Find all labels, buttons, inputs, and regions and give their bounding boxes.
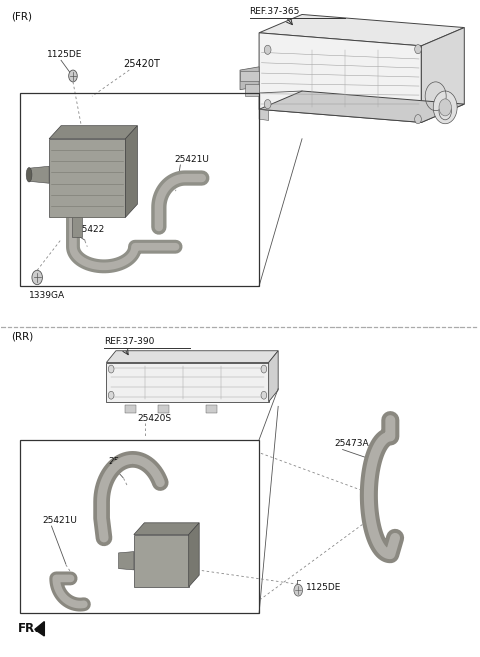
- Text: 1125DE: 1125DE: [47, 50, 82, 59]
- Polygon shape: [259, 91, 464, 122]
- Polygon shape: [269, 351, 278, 402]
- Text: REF.37-365: REF.37-365: [250, 7, 300, 16]
- Circle shape: [264, 45, 271, 55]
- Bar: [205, 405, 217, 413]
- Polygon shape: [107, 363, 269, 402]
- Polygon shape: [259, 33, 421, 122]
- Text: 25473A: 25473A: [335, 439, 369, 447]
- Circle shape: [108, 392, 114, 399]
- Circle shape: [439, 99, 451, 116]
- Text: 25421U: 25421U: [174, 154, 209, 164]
- Circle shape: [294, 584, 302, 596]
- Text: (RR): (RR): [11, 332, 33, 342]
- Circle shape: [264, 99, 271, 108]
- Text: (FR): (FR): [11, 11, 32, 21]
- Polygon shape: [125, 125, 137, 217]
- Polygon shape: [49, 125, 137, 139]
- Circle shape: [261, 392, 267, 399]
- Text: 25422: 25422: [109, 457, 137, 466]
- Bar: [158, 405, 169, 413]
- Bar: [245, 84, 259, 96]
- Polygon shape: [35, 622, 44, 636]
- Polygon shape: [119, 552, 134, 570]
- Text: REF.37-390: REF.37-390: [104, 337, 155, 346]
- Text: 1125DE: 1125DE: [306, 583, 341, 592]
- Text: 25421U: 25421U: [42, 516, 77, 525]
- Circle shape: [415, 45, 421, 54]
- Ellipse shape: [26, 168, 32, 182]
- Polygon shape: [259, 109, 269, 120]
- Polygon shape: [240, 67, 259, 90]
- Circle shape: [108, 365, 114, 373]
- Polygon shape: [259, 14, 464, 46]
- Polygon shape: [189, 523, 199, 587]
- Circle shape: [69, 70, 77, 82]
- Bar: [21, 93, 259, 286]
- Circle shape: [32, 270, 42, 284]
- Bar: [240, 72, 259, 81]
- Bar: [124, 405, 136, 413]
- Text: 25420S: 25420S: [137, 414, 171, 422]
- Polygon shape: [72, 217, 82, 237]
- Circle shape: [433, 91, 457, 124]
- Circle shape: [261, 365, 267, 373]
- Polygon shape: [29, 166, 49, 183]
- Text: 25422: 25422: [77, 225, 105, 234]
- Polygon shape: [134, 523, 199, 535]
- Polygon shape: [421, 28, 464, 122]
- Bar: [134, 535, 189, 587]
- Text: FR.: FR.: [18, 622, 40, 635]
- Polygon shape: [107, 351, 278, 363]
- Circle shape: [415, 114, 421, 124]
- Text: 25420T: 25420T: [123, 59, 160, 70]
- Bar: [21, 440, 259, 613]
- Text: 1339GA: 1339GA: [29, 290, 65, 300]
- Bar: [49, 139, 125, 217]
